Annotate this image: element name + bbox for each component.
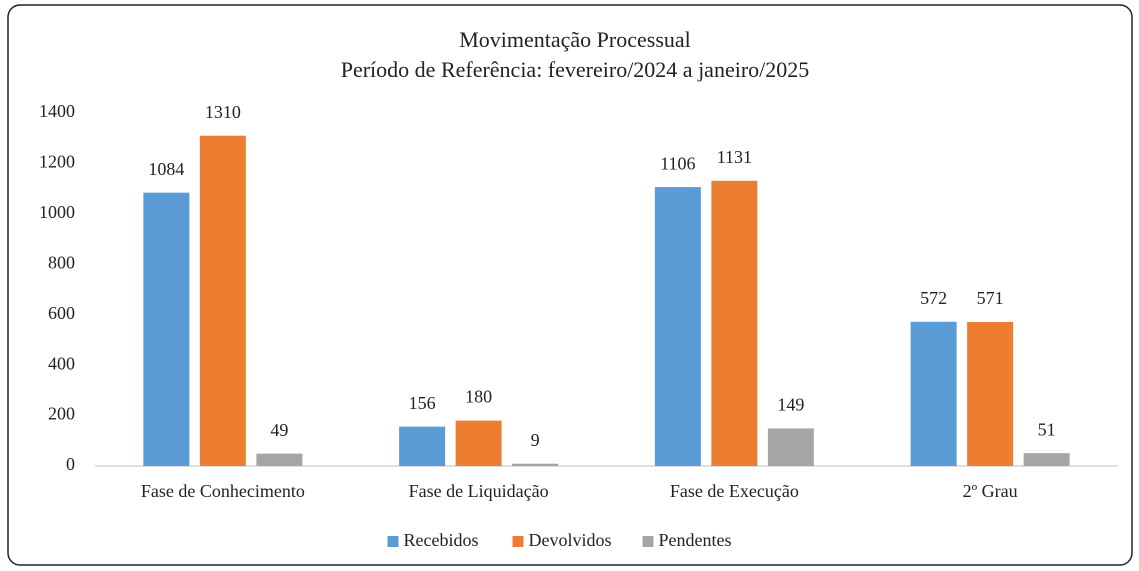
x-tick-label: Fase de Liquidação xyxy=(409,481,549,501)
bar xyxy=(399,426,446,466)
y-tick-label: 600 xyxy=(48,303,75,323)
y-tick-label: 200 xyxy=(48,404,75,424)
bar xyxy=(910,321,957,466)
data-label: 149 xyxy=(777,395,804,415)
data-label: 1106 xyxy=(660,153,695,173)
legend-swatch xyxy=(387,536,399,547)
bar xyxy=(199,135,246,466)
data-label: 1310 xyxy=(205,102,241,122)
legend-label: Pendentes xyxy=(659,530,732,550)
y-tick-label: 1400 xyxy=(39,101,75,121)
legend-label: Recebidos xyxy=(404,530,479,550)
data-label: 49 xyxy=(270,420,288,440)
data-label: 1084 xyxy=(148,159,184,179)
bar xyxy=(767,428,814,466)
bar xyxy=(967,322,1014,466)
bar xyxy=(654,187,701,466)
data-label: 180 xyxy=(465,387,492,407)
legend-label: Devolvidos xyxy=(529,530,612,550)
data-label: 9 xyxy=(531,430,540,450)
chart-title: Movimentação Processual xyxy=(459,27,691,52)
legend-swatch xyxy=(512,536,524,547)
bar xyxy=(1023,453,1070,466)
chart-subtitle: Período de Referência: fevereiro/2024 a … xyxy=(341,57,810,82)
y-tick-label: 1000 xyxy=(39,202,75,222)
data-label: 156 xyxy=(409,393,436,413)
data-label: 1131 xyxy=(717,147,752,167)
data-label: 51 xyxy=(1038,419,1056,439)
data-label: 571 xyxy=(977,288,1004,308)
x-tick-label: Fase de Execução xyxy=(670,481,799,501)
bar xyxy=(711,180,758,467)
y-tick-label: 0 xyxy=(66,454,75,474)
x-tick-label: 2º Grau xyxy=(963,481,1018,501)
y-tick-label: 800 xyxy=(48,252,75,272)
legend-swatch xyxy=(642,536,654,547)
bar xyxy=(143,192,190,467)
y-tick-label: 1200 xyxy=(39,152,75,172)
y-tick-label: 400 xyxy=(48,353,75,373)
x-tick-label: Fase de Conhecimento xyxy=(141,481,305,501)
bar xyxy=(455,420,502,466)
bar xyxy=(256,453,303,466)
chart-border xyxy=(7,4,1133,566)
data-label: 572 xyxy=(920,288,947,308)
bar xyxy=(512,463,559,466)
